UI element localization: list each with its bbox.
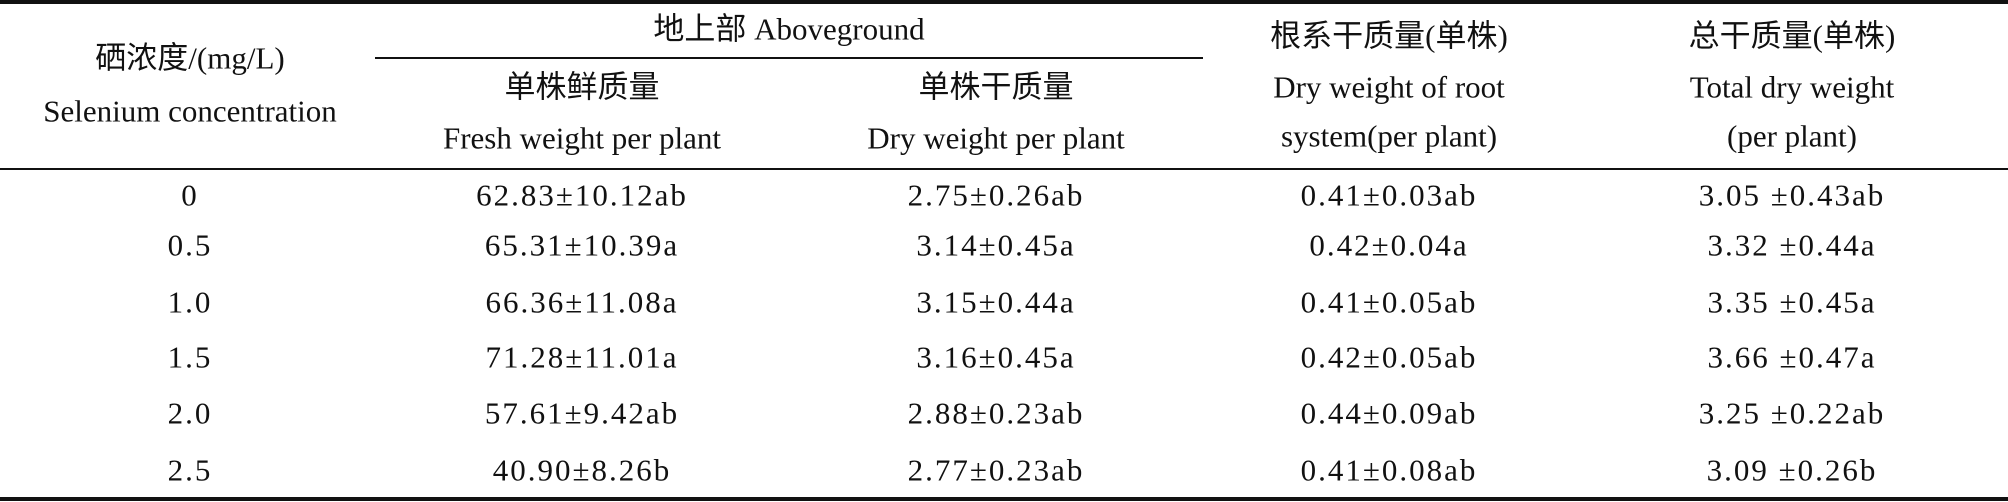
cell: 2.75±0.26ab [907, 177, 1085, 213]
cell: 57.61±9.42ab [484, 395, 680, 431]
column-header: Dry weight of root [1273, 69, 1505, 105]
column-header: Dry weight per plant [867, 120, 1125, 156]
cell: 3.09 ±0.26b [1706, 452, 1878, 488]
cell: 3.32 ±0.44a [1707, 227, 1877, 263]
cell: 2.77±0.23ab [907, 452, 1085, 488]
column-header: 单株干质量 [918, 69, 1074, 105]
cell: 2.5 [167, 452, 213, 488]
cell: 0 [181, 177, 199, 213]
cell: 1.5 [167, 339, 213, 375]
cell: 0.5 [167, 227, 213, 263]
cell: 3.25 ±0.22ab [1698, 395, 1886, 431]
cell: 62.83±10.12ab [476, 177, 688, 213]
top-rule [0, 0, 2008, 4]
cell: 0.41±0.08ab [1300, 452, 1478, 488]
cell: 3.16±0.45a [916, 339, 1076, 375]
group-header: 地上部 Aboveground [653, 11, 925, 47]
cell: 71.28±11.01a [485, 339, 679, 375]
group-rule [375, 57, 1203, 59]
column-header: (per plant) [1727, 118, 1857, 154]
cell: 3.35 ±0.45a [1707, 284, 1877, 320]
column-header: Total dry weight [1689, 69, 1895, 105]
column-header: Selenium concentration [43, 93, 337, 129]
column-header: 单株鲜质量 [504, 69, 660, 105]
column-header: Fresh weight per plant [442, 120, 722, 156]
column-header: 总干质量(单株) [1688, 18, 1896, 54]
cell: 65.31±10.39a [484, 227, 680, 263]
cell: 0.42±0.04a [1309, 227, 1469, 263]
column-header: 硒浓度/(mg/L) [95, 40, 285, 76]
column-header: system(per plant) [1280, 118, 1498, 154]
cell: 0.41±0.03ab [1300, 177, 1478, 213]
cell: 3.14±0.45a [916, 227, 1076, 263]
cell: 3.66 ±0.47a [1707, 339, 1877, 375]
column-header: 根系干质量(单株) [1270, 18, 1508, 54]
cell: 2.0 [167, 395, 213, 431]
cell: 3.05 ±0.43ab [1698, 177, 1886, 213]
cell: 0.44±0.09ab [1300, 395, 1478, 431]
bottom-rule [0, 497, 2008, 501]
header-rule [0, 168, 2008, 170]
cell: 0.42±0.05ab [1300, 339, 1478, 375]
cell: 2.88±0.23ab [907, 395, 1085, 431]
cell: 3.15±0.44a [916, 284, 1076, 320]
cell: 40.90±8.26b [492, 452, 672, 488]
cell: 66.36±11.08a [485, 284, 679, 320]
cell: 1.0 [167, 284, 213, 320]
cell: 0.41±0.05ab [1300, 284, 1478, 320]
